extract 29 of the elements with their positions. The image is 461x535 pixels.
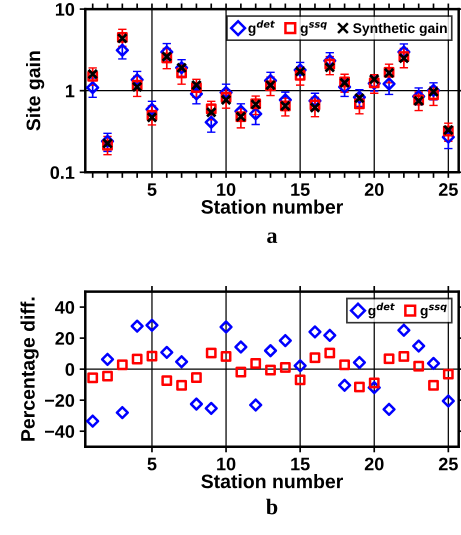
y-tick-label: −40 xyxy=(44,425,74,438)
x-tick-label: 15 xyxy=(291,458,310,470)
text: a xyxy=(267,232,278,244)
y-tick-label: 0 xyxy=(66,363,74,376)
x-tick-label: 20 xyxy=(364,458,384,470)
x-tick-label: 25 xyxy=(438,183,458,196)
y-tick-label: 0.1 xyxy=(50,166,74,179)
legend-label: g$^{det}$ xyxy=(248,20,275,36)
legend-label: Synthetic gain xyxy=(353,22,447,36)
y-tick-label: 1 xyxy=(66,84,74,98)
text: b xyxy=(266,498,278,514)
x-tick-label: 10 xyxy=(217,183,236,196)
x-tick-label: 10 xyxy=(217,458,236,470)
y-tick-label: 40 xyxy=(55,301,74,314)
x-tick-label: 5 xyxy=(148,458,156,470)
x-axis-title: Station number xyxy=(201,200,343,214)
x-tick-label: 15 xyxy=(291,183,310,196)
x-axis-title: Station number xyxy=(201,474,343,488)
legend-label: g$^{det}$ xyxy=(368,302,395,318)
y-tick-label: 10 xyxy=(56,3,74,16)
y-axis-title: Percentage diff. xyxy=(20,298,39,441)
x-tick-label: 20 xyxy=(364,183,384,196)
legend-label: g$^{ssq}$ xyxy=(420,304,447,318)
y-axis-title: Site gain xyxy=(26,51,44,131)
legend-label: g$^{ssq}$ xyxy=(300,22,327,36)
y-tick-label: −20 xyxy=(44,394,74,407)
y-tick-label: 20 xyxy=(55,332,74,345)
x-tick-label: 5 xyxy=(148,183,156,196)
x-tick-label: 25 xyxy=(438,458,458,470)
